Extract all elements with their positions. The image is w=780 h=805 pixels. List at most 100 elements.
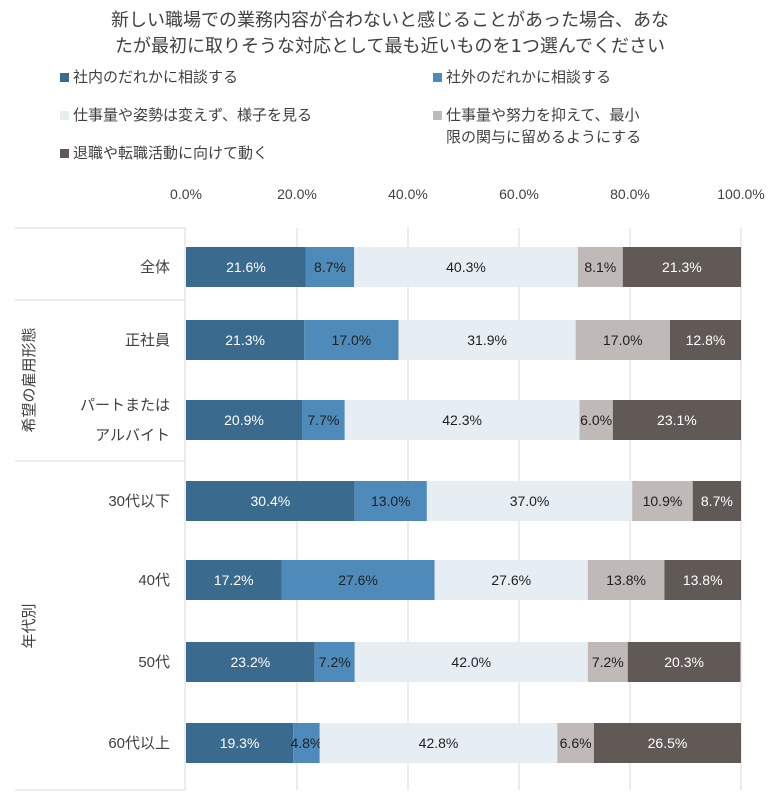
data-label: 7.7%	[307, 412, 339, 428]
data-label: 21.3%	[225, 332, 265, 348]
category-label: 30代以下	[108, 493, 170, 510]
bar-segment	[293, 723, 320, 763]
bar-segment	[354, 481, 427, 521]
bar-segment	[305, 247, 355, 287]
data-label: 7.2%	[592, 654, 624, 670]
bar-segment	[622, 247, 741, 287]
data-label: 8.7%	[314, 259, 346, 275]
x-tick-label: 80.0%	[610, 186, 650, 202]
data-label: 8.7%	[701, 493, 733, 509]
bar-segment	[354, 247, 578, 287]
legend-label: 社内のだれかに相談する	[73, 68, 239, 86]
category-label: パートまたは	[80, 397, 170, 414]
bar-segment	[186, 723, 294, 763]
x-tick-label: 40.0%	[388, 186, 428, 202]
category-label: 50代	[138, 654, 170, 671]
data-label: 42.0%	[451, 654, 491, 670]
bar-segment	[612, 400, 741, 440]
group-label: 年代別	[21, 603, 38, 648]
bar-segment	[575, 320, 670, 360]
data-label: 20.3%	[664, 654, 704, 670]
data-label: 21.6%	[226, 259, 266, 275]
legend-swatch	[60, 73, 69, 82]
bar-segment	[186, 642, 315, 682]
title-line: たが最初に取りそうな対応として最も近いものを1つ選んでください	[114, 36, 665, 57]
x-tick-label: 100.0%	[717, 186, 764, 202]
data-label: 13.8%	[606, 572, 646, 588]
data-label: 23.2%	[231, 654, 271, 670]
data-label: 17.0%	[603, 332, 643, 348]
data-label: 13.8%	[683, 572, 723, 588]
bar-segment	[664, 560, 741, 600]
bar-segment	[426, 481, 633, 521]
data-label: 27.6%	[491, 572, 531, 588]
bar-segment	[314, 642, 355, 682]
legend-label: 限の関与に留めるようにする	[446, 128, 642, 146]
data-label: 10.9%	[643, 493, 683, 509]
data-label: 8.1%	[584, 259, 616, 275]
category-label: 正社員	[125, 332, 170, 349]
legend-label: 仕事量や姿勢は変えず、様子を見る	[73, 106, 312, 124]
data-label: 26.5%	[648, 735, 688, 751]
bar-segment	[301, 400, 345, 440]
data-label: 17.2%	[214, 572, 254, 588]
category-label: 40代	[138, 572, 170, 589]
data-label: 42.3%	[442, 412, 482, 428]
legend-item: 退職や転職活動に向けて動く	[60, 142, 268, 164]
data-label: 13.0%	[371, 493, 411, 509]
data-label: 27.6%	[338, 572, 378, 588]
legend-label: 退職や転職活動に向けて動く	[73, 144, 269, 162]
category-label: アルバイト	[95, 427, 170, 444]
group-label: 希望の雇用形態	[21, 327, 38, 432]
bar-segment	[186, 320, 305, 360]
legend-swatch	[433, 73, 442, 82]
bar-segment	[344, 400, 580, 440]
bar-segment	[593, 723, 741, 763]
legend-swatch	[433, 111, 442, 120]
bar-segment	[354, 642, 588, 682]
data-label: 17.0%	[332, 332, 372, 348]
bar-segment	[186, 481, 355, 521]
data-label: 7.2%	[319, 654, 351, 670]
data-label: 37.0%	[510, 493, 550, 509]
legend-item: 仕事量や姿勢は変えず、様子を見る	[60, 104, 312, 126]
bar-segment	[587, 642, 628, 682]
category-label: 全体	[140, 258, 170, 276]
bar-segment	[557, 723, 594, 763]
legend-swatch	[60, 149, 69, 158]
legend-item: 仕事量や努力を抑えて、最小 限の関与に留めるようにする	[433, 104, 641, 148]
data-label: 23.1%	[657, 412, 697, 428]
bar-segment	[632, 481, 693, 521]
bar-segment	[398, 320, 576, 360]
x-tick-label: 0.0%	[170, 186, 202, 202]
bar-segment	[577, 247, 623, 287]
category-label: 60代以上	[108, 735, 170, 752]
bar-segment	[692, 481, 741, 521]
bar-segment	[587, 560, 665, 600]
legend-swatch	[60, 111, 69, 120]
data-label: 20.9%	[224, 412, 264, 428]
x-tick-label: 60.0%	[499, 186, 539, 202]
data-label: 6.6%	[560, 735, 592, 751]
bar-segment	[186, 247, 306, 287]
legend-item: 社内のだれかに相談する	[60, 66, 238, 88]
bar-segment	[186, 560, 282, 600]
data-label: 42.8%	[419, 735, 459, 751]
legend-item: 社外のだれかに相談する	[433, 66, 611, 88]
data-label: 4.8%	[290, 735, 322, 751]
data-label: 12.8%	[686, 332, 726, 348]
data-label: 40.3%	[446, 259, 486, 275]
bar-segment	[669, 320, 741, 360]
title-line: 新しい職場での業務内容が合わないと感じることがあった場合、あな	[111, 10, 669, 31]
bar-segment	[627, 642, 741, 682]
bar-segment	[579, 400, 613, 440]
data-label: 31.9%	[467, 332, 507, 348]
chart-title: 新しい職場での業務内容が合わないと感じることがあった場合、あな たが最初に取りそ…	[0, 8, 780, 60]
bar-segment	[319, 723, 558, 763]
bar-segment	[281, 560, 435, 600]
data-label: 6.0%	[580, 412, 612, 428]
bar-segment	[186, 400, 302, 440]
bar-segment	[304, 320, 399, 360]
